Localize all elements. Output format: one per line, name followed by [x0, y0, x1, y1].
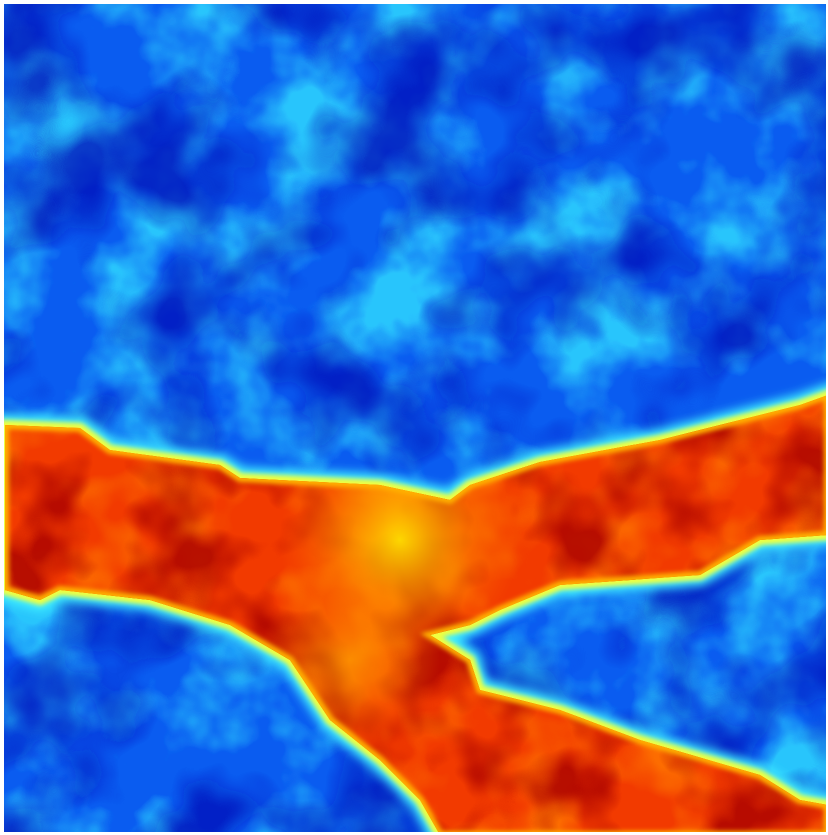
- page: [4, 4, 826, 832]
- field-image: [4, 4, 826, 832]
- field: [4, 4, 826, 832]
